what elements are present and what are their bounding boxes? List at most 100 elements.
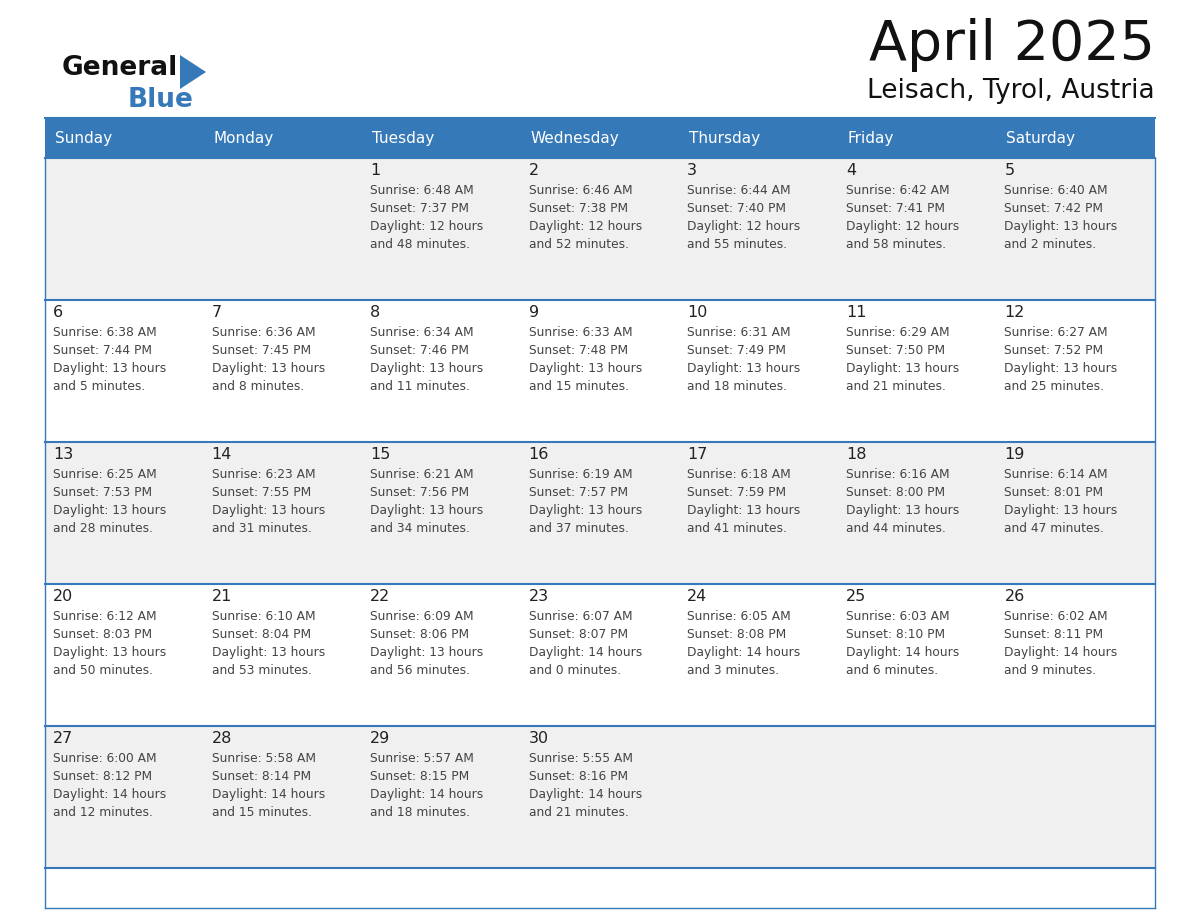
Text: Daylight: 12 hours: Daylight: 12 hours [371, 220, 484, 233]
Text: Sunrise: 6:40 AM: Sunrise: 6:40 AM [1004, 184, 1108, 197]
Text: Sunrise: 6:46 AM: Sunrise: 6:46 AM [529, 184, 632, 197]
Bar [45, 158, 203, 300]
Text: 19: 19 [1004, 447, 1025, 462]
Text: Daylight: 13 hours: Daylight: 13 hours [53, 646, 166, 659]
Text: Daylight: 13 hours: Daylight: 13 hours [371, 362, 484, 375]
Bar [997, 118, 1155, 158]
Text: Sunrise: 6:02 AM: Sunrise: 6:02 AM [1004, 610, 1108, 623]
Bar [680, 442, 838, 584]
Bar [997, 442, 1155, 584]
Text: Sunrise: 5:55 AM: Sunrise: 5:55 AM [529, 752, 633, 765]
Text: 12: 12 [1004, 305, 1025, 320]
Text: and 2 minutes.: and 2 minutes. [1004, 238, 1097, 251]
Text: and 47 minutes.: and 47 minutes. [1004, 522, 1105, 535]
Text: Daylight: 14 hours: Daylight: 14 hours [529, 788, 642, 801]
Text: Sunset: 8:07 PM: Sunset: 8:07 PM [529, 628, 627, 641]
Bar [203, 584, 362, 726]
Text: Sunset: 8:15 PM: Sunset: 8:15 PM [371, 770, 469, 783]
Text: Sunset: 8:04 PM: Sunset: 8:04 PM [211, 628, 311, 641]
Bar [203, 442, 362, 584]
Bar [997, 158, 1155, 300]
Bar [45, 300, 203, 442]
Text: Tuesday: Tuesday [372, 130, 435, 145]
Bar [520, 726, 680, 868]
Text: Sunset: 8:08 PM: Sunset: 8:08 PM [688, 628, 786, 641]
Text: Daylight: 13 hours: Daylight: 13 hours [688, 362, 801, 375]
Text: Leisach, Tyrol, Austria: Leisach, Tyrol, Austria [867, 78, 1155, 104]
Text: and 11 minutes.: and 11 minutes. [371, 380, 470, 393]
Bar [838, 158, 997, 300]
Text: Sunrise: 6:29 AM: Sunrise: 6:29 AM [846, 326, 949, 339]
Bar [45, 584, 203, 726]
Text: Daylight: 14 hours: Daylight: 14 hours [371, 788, 484, 801]
Bar [362, 584, 520, 726]
Text: 11: 11 [846, 305, 866, 320]
Text: Daylight: 12 hours: Daylight: 12 hours [688, 220, 801, 233]
Text: Sunrise: 6:31 AM: Sunrise: 6:31 AM [688, 326, 791, 339]
Bar [520, 158, 680, 300]
Text: Daylight: 14 hours: Daylight: 14 hours [529, 646, 642, 659]
Text: Sunrise: 6:44 AM: Sunrise: 6:44 AM [688, 184, 791, 197]
Text: Daylight: 13 hours: Daylight: 13 hours [1004, 504, 1118, 517]
Text: Sunset: 8:11 PM: Sunset: 8:11 PM [1004, 628, 1104, 641]
Text: 26: 26 [1004, 589, 1025, 604]
Text: and 18 minutes.: and 18 minutes. [371, 806, 470, 819]
Text: Monday: Monday [214, 130, 273, 145]
Text: Sunset: 7:59 PM: Sunset: 7:59 PM [688, 486, 786, 499]
Text: Sunrise: 6:42 AM: Sunrise: 6:42 AM [846, 184, 949, 197]
Text: Daylight: 14 hours: Daylight: 14 hours [211, 788, 324, 801]
Bar [838, 584, 997, 726]
Text: Sunset: 7:41 PM: Sunset: 7:41 PM [846, 202, 944, 215]
Text: Sunrise: 6:19 AM: Sunrise: 6:19 AM [529, 468, 632, 481]
Text: Sunset: 8:10 PM: Sunset: 8:10 PM [846, 628, 944, 641]
Text: 7: 7 [211, 305, 222, 320]
Text: 28: 28 [211, 731, 232, 746]
Text: and 6 minutes.: and 6 minutes. [846, 664, 939, 677]
Text: Sunset: 7:38 PM: Sunset: 7:38 PM [529, 202, 627, 215]
Text: Daylight: 13 hours: Daylight: 13 hours [211, 504, 324, 517]
Text: and 50 minutes.: and 50 minutes. [53, 664, 153, 677]
Text: and 0 minutes.: and 0 minutes. [529, 664, 621, 677]
Text: Daylight: 13 hours: Daylight: 13 hours [371, 646, 484, 659]
Text: Daylight: 12 hours: Daylight: 12 hours [846, 220, 959, 233]
Text: and 12 minutes.: and 12 minutes. [53, 806, 153, 819]
Text: Sunrise: 6:33 AM: Sunrise: 6:33 AM [529, 326, 632, 339]
Text: Sunrise: 6:38 AM: Sunrise: 6:38 AM [53, 326, 157, 339]
Bar [520, 118, 680, 158]
Text: Daylight: 13 hours: Daylight: 13 hours [846, 362, 959, 375]
Text: Daylight: 13 hours: Daylight: 13 hours [846, 504, 959, 517]
Text: Sunset: 7:50 PM: Sunset: 7:50 PM [846, 344, 944, 357]
Bar [45, 442, 203, 584]
Text: 15: 15 [371, 447, 391, 462]
Text: 2: 2 [529, 163, 539, 178]
Text: and 15 minutes.: and 15 minutes. [211, 806, 311, 819]
Text: Daylight: 13 hours: Daylight: 13 hours [211, 646, 324, 659]
Text: 3: 3 [688, 163, 697, 178]
Bar [680, 584, 838, 726]
Text: Daylight: 14 hours: Daylight: 14 hours [846, 646, 959, 659]
Text: Sunset: 7:49 PM: Sunset: 7:49 PM [688, 344, 786, 357]
Text: and 48 minutes.: and 48 minutes. [371, 238, 470, 251]
Bar [362, 442, 520, 584]
Text: Sunrise: 6:12 AM: Sunrise: 6:12 AM [53, 610, 157, 623]
Text: Sunset: 8:03 PM: Sunset: 8:03 PM [53, 628, 152, 641]
Text: and 18 minutes.: and 18 minutes. [688, 380, 788, 393]
Text: and 21 minutes.: and 21 minutes. [846, 380, 946, 393]
Text: Sunrise: 6:09 AM: Sunrise: 6:09 AM [371, 610, 474, 623]
Text: Daylight: 14 hours: Daylight: 14 hours [53, 788, 166, 801]
Text: and 44 minutes.: and 44 minutes. [846, 522, 946, 535]
Text: Sunrise: 6:48 AM: Sunrise: 6:48 AM [371, 184, 474, 197]
Text: Sunset: 7:55 PM: Sunset: 7:55 PM [211, 486, 311, 499]
Text: Daylight: 14 hours: Daylight: 14 hours [688, 646, 801, 659]
Bar [203, 726, 362, 868]
Bar [838, 118, 997, 158]
Polygon shape [181, 55, 206, 89]
Text: 22: 22 [371, 589, 391, 604]
Text: Sunset: 7:57 PM: Sunset: 7:57 PM [529, 486, 627, 499]
Text: 4: 4 [846, 163, 857, 178]
Text: 16: 16 [529, 447, 549, 462]
Text: and 5 minutes.: and 5 minutes. [53, 380, 145, 393]
Text: Sunrise: 6:23 AM: Sunrise: 6:23 AM [211, 468, 315, 481]
Text: and 8 minutes.: and 8 minutes. [211, 380, 304, 393]
Bar [520, 584, 680, 726]
